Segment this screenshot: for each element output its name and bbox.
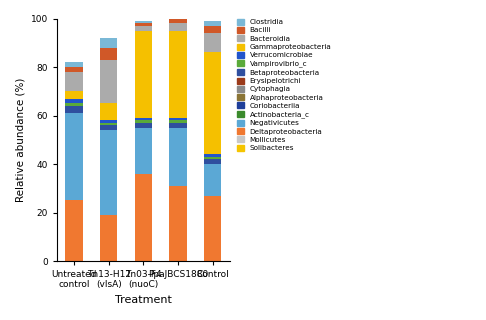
Bar <box>135 31 152 118</box>
Bar <box>100 38 118 48</box>
Bar <box>135 26 152 31</box>
Bar <box>100 215 118 261</box>
Bar <box>169 118 187 120</box>
Bar <box>66 72 83 91</box>
Bar <box>204 154 221 157</box>
Bar <box>100 123 118 125</box>
Bar <box>204 26 221 33</box>
Bar <box>204 157 221 159</box>
Bar <box>204 164 221 196</box>
Bar <box>135 128 152 174</box>
Bar <box>135 21 152 23</box>
Y-axis label: Relative abundance (%): Relative abundance (%) <box>15 77 25 202</box>
Bar <box>204 196 221 261</box>
Bar <box>169 14 187 19</box>
Bar <box>135 118 152 120</box>
Bar <box>66 106 83 113</box>
Legend: Clostridia, Bacilli, Bacteroidia, Gammaproteobacteria, Verrucomicrobiae, Vampiro: Clostridia, Bacilli, Bacteroidia, Gammap… <box>235 17 333 153</box>
Bar <box>135 123 152 128</box>
Bar <box>66 91 83 99</box>
Bar <box>135 23 152 26</box>
Bar <box>204 21 221 26</box>
Bar <box>169 128 187 186</box>
Bar <box>66 200 83 261</box>
Bar <box>66 103 83 106</box>
Bar <box>100 125 118 130</box>
Bar <box>204 52 221 154</box>
Bar <box>169 23 187 31</box>
X-axis label: Treatment: Treatment <box>115 295 172 305</box>
Bar <box>169 123 187 128</box>
Bar <box>169 31 187 118</box>
Bar <box>66 113 83 200</box>
Bar <box>66 99 83 103</box>
Bar <box>100 60 118 103</box>
Bar <box>204 33 221 52</box>
Bar <box>66 67 83 72</box>
Bar <box>100 130 118 215</box>
Bar <box>169 186 187 261</box>
Bar <box>169 120 187 123</box>
Bar <box>100 120 118 123</box>
Bar <box>135 120 152 123</box>
Bar <box>169 19 187 23</box>
Bar <box>204 159 221 164</box>
Bar <box>135 174 152 261</box>
Bar <box>100 48 118 60</box>
Bar <box>66 62 83 67</box>
Bar <box>100 103 118 120</box>
